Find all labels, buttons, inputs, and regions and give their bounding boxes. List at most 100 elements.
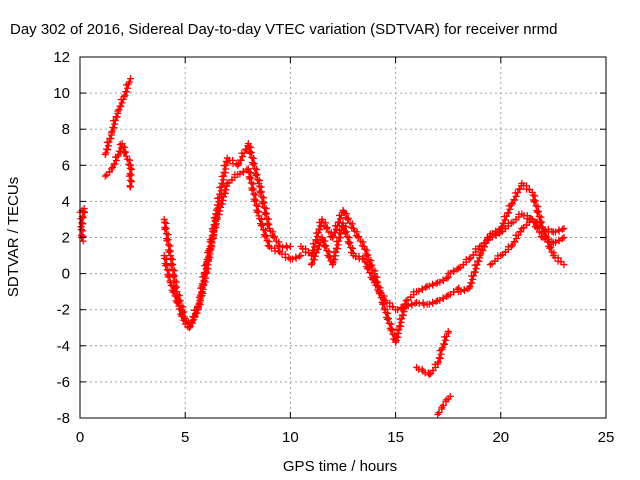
data-point [78,219,86,227]
y-tick-label: 2 [62,230,70,247]
data-point [501,216,509,224]
data-point [507,243,515,251]
data-point [101,172,109,180]
data-point [261,233,269,241]
y-tick-label: -8 [57,410,70,427]
data-point [465,284,473,292]
data-points [76,75,568,418]
x-axis-label: GPS time / hours [283,458,397,475]
data-point [379,300,387,308]
y-tick-label: 12 [53,49,70,66]
data-point [547,243,555,251]
data-point [239,153,247,161]
data-point [512,192,520,200]
data-point [170,287,178,295]
data-point [114,107,122,115]
data-point [257,222,265,230]
data-point [125,160,133,168]
data-point [432,297,440,305]
data-point [472,265,480,273]
data-point [384,314,392,322]
data-point [254,176,262,184]
data-point [434,358,442,366]
data-point [481,243,489,251]
data-point [125,78,133,86]
data-point [261,210,269,218]
data-point [558,225,566,233]
data-point [197,291,205,299]
data-point [558,235,566,243]
data-point [342,228,350,236]
data-point [432,279,440,287]
x-grid-lines [184,57,502,418]
y-tick-label: 0 [62,266,70,283]
data-point [295,252,303,260]
data-point [422,283,430,291]
data-point [315,242,323,250]
data-point [476,252,484,260]
data-point [118,99,126,107]
data-point [126,156,134,164]
data-point [126,183,134,191]
data-point [248,186,256,194]
data-point [375,287,383,295]
data-point [384,309,392,317]
data-point [164,273,172,281]
data-point [332,225,340,233]
data-point [533,224,541,232]
data-point [249,161,257,169]
y-tick-label: -6 [57,374,70,391]
data-point [328,234,336,241]
data-point [234,161,242,169]
data-point [77,215,85,223]
y-tick-label: -4 [57,338,70,355]
x-tick-labels: 0 5 10 15 20 25 [76,57,615,446]
data-point [251,197,259,205]
data-point [560,224,568,232]
data-point [336,215,344,223]
data-point [443,292,451,300]
data-point [420,301,428,309]
data-point [527,214,535,222]
data-point [323,224,331,232]
data-point [270,233,278,241]
data-point [165,248,173,256]
data-point [560,261,568,269]
data-point [342,223,350,231]
data-point [364,265,372,273]
data-point [297,252,305,260]
data-point [79,237,87,245]
data-point [364,251,372,259]
data-point [307,261,315,269]
data-point [401,303,409,311]
data-point [126,75,134,83]
x-tick-label: 0 [76,429,84,446]
data-point [283,244,291,252]
x-tick-label: 25 [598,429,615,446]
data-point [325,253,333,261]
data-point [258,216,266,224]
data-point [179,311,187,319]
data-point [108,165,116,173]
data-point [128,178,136,186]
x-tick-label: 20 [492,429,509,446]
data-point [220,168,228,176]
data-point [286,243,294,251]
data-point [81,209,89,217]
data-point [344,215,352,223]
data-point [516,228,524,236]
x-tick-label: 15 [387,429,404,446]
data-point [191,310,199,318]
data-point [121,148,129,156]
data-point [184,320,192,328]
data-point [439,401,447,409]
y-tick-label: 4 [62,193,70,210]
data-point [200,269,208,277]
data-point [486,261,494,269]
data-point [546,244,554,252]
data-point [341,229,349,237]
data-point [261,227,269,235]
data-point [285,254,293,262]
data-point [438,345,446,353]
